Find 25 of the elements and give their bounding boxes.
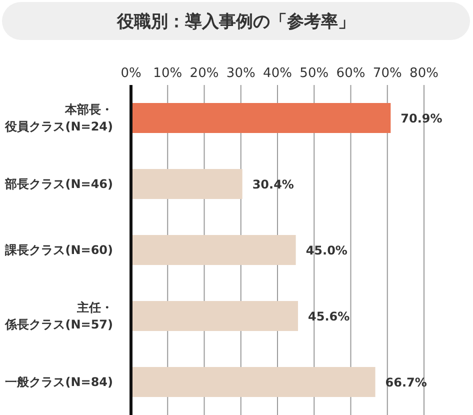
data-label: 30.4% [252,177,294,192]
chart-title: 役職別：導入事例の「参考率」 [2,2,470,40]
y-tick-label: 本部長・役員クラス(N=24) [4,102,113,134]
x-tick-label: 50% [300,66,329,81]
data-label: 45.0% [306,243,348,258]
bar [131,235,296,265]
data-label: 45.6% [308,309,350,324]
data-label: 70.9% [400,111,442,126]
y-tick-label: 部長クラス(N=46) [4,177,113,191]
x-tick-label: 10% [153,66,182,81]
y-tick-label: 主任・係長クラス(N=57) [4,300,113,332]
y-tick-label: 一般クラス(N=84) [5,375,113,389]
bar [131,301,298,331]
x-tick-label: 60% [336,66,366,81]
x-tick-label: 40% [263,66,292,81]
x-tick-label: 20% [190,66,219,81]
bar [131,169,242,199]
x-tick-label: 70% [372,66,402,81]
x-tick-label: 30% [226,66,256,81]
bar [131,367,376,397]
x-tick-label: 0% [120,66,142,81]
y-tick-label: 課長クラス(N=60) [4,243,113,257]
data-label: 66.7% [385,375,427,390]
x-tick-label: 80% [410,66,438,81]
bar [131,103,391,133]
